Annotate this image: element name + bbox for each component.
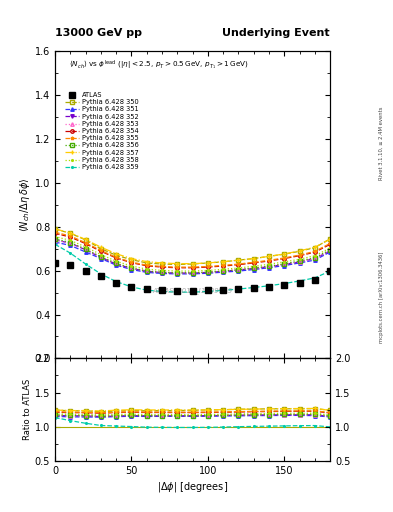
Legend: ATLAS, Pythia 6.428 350, Pythia 6.428 351, Pythia 6.428 352, Pythia 6.428 353, P: ATLAS, Pythia 6.428 350, Pythia 6.428 35…	[64, 92, 139, 170]
Text: $\langle N_{ch}\rangle$ vs $\phi^{\mathrm{lead}}$ ($|\eta|<2.5,\,p_T>0.5\,\mathr: $\langle N_{ch}\rangle$ vs $\phi^{\mathr…	[69, 59, 249, 72]
Text: ATLAS_2017_I1509919: ATLAS_2017_I1509919	[152, 287, 233, 294]
Text: 13000 GeV pp: 13000 GeV pp	[55, 28, 142, 38]
Text: Underlying Event: Underlying Event	[222, 28, 330, 38]
Text: Rivet 3.1.10, ≥ 2.4M events: Rivet 3.1.10, ≥ 2.4M events	[379, 106, 384, 180]
X-axis label: $|\Delta\phi|$ [degrees]: $|\Delta\phi|$ [degrees]	[157, 480, 228, 494]
Y-axis label: Ratio to ATLAS: Ratio to ATLAS	[23, 379, 32, 440]
Text: mcplots.cern.ch [arXiv:1306.3436]: mcplots.cern.ch [arXiv:1306.3436]	[379, 251, 384, 343]
Y-axis label: $\langle N_{ch}/\Delta\eta\,\delta\phi\rangle$: $\langle N_{ch}/\Delta\eta\,\delta\phi\r…	[18, 178, 32, 232]
